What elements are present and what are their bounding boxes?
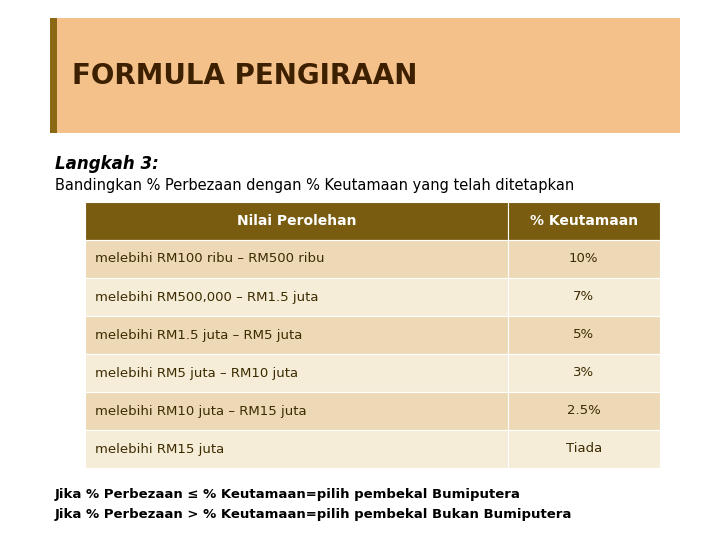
Text: melebihi RM100 ribu – RM500 ribu: melebihi RM100 ribu – RM500 ribu [95,253,325,266]
Text: Jika % Perbezaan ≤ % Keutamaan=pilih pembekal Bumiputera: Jika % Perbezaan ≤ % Keutamaan=pilih pem… [55,488,521,501]
Text: 5%: 5% [573,328,595,341]
Text: 10%: 10% [569,253,598,266]
Text: Jika % Perbezaan > % Keutamaan=pilih pembekal Bukan Bumiputera: Jika % Perbezaan > % Keutamaan=pilih pem… [55,508,572,521]
Text: melebihi RM500,000 – RM1.5 juta: melebihi RM500,000 – RM1.5 juta [95,291,318,303]
Bar [85,392,508,430]
Text: melebihi RM10 juta – RM15 juta: melebihi RM10 juta – RM15 juta [95,404,307,417]
Bar [85,202,508,240]
Bar [508,316,660,354]
Text: 7%: 7% [573,291,595,303]
Bar [85,316,508,354]
Text: Langkah 3:: Langkah 3: [55,155,158,173]
Text: Nilai Perolehan: Nilai Perolehan [237,214,356,228]
Bar [508,202,660,240]
Bar [508,278,660,316]
Bar [85,278,508,316]
Bar [508,392,660,430]
Text: % Keutamaan: % Keutamaan [530,214,638,228]
Text: FORMULA PENGIRAAN: FORMULA PENGIRAAN [72,62,418,90]
Bar [85,430,508,468]
Text: Tiada: Tiada [566,442,602,456]
Bar [50,18,57,133]
Bar [85,354,508,392]
Bar [50,18,680,133]
Text: melebihi RM1.5 juta – RM5 juta: melebihi RM1.5 juta – RM5 juta [95,328,302,341]
Text: melebihi RM5 juta – RM10 juta: melebihi RM5 juta – RM10 juta [95,367,298,380]
Bar [508,354,660,392]
Text: 3%: 3% [573,367,595,380]
Text: Bandingkan % Perbezaan dengan % Keutamaan yang telah ditetapkan: Bandingkan % Perbezaan dengan % Keutamaa… [55,178,575,193]
Text: melebihi RM15 juta: melebihi RM15 juta [95,442,224,456]
Bar [508,430,660,468]
Text: 2.5%: 2.5% [567,404,600,417]
Bar [508,240,660,278]
Bar [85,240,508,278]
